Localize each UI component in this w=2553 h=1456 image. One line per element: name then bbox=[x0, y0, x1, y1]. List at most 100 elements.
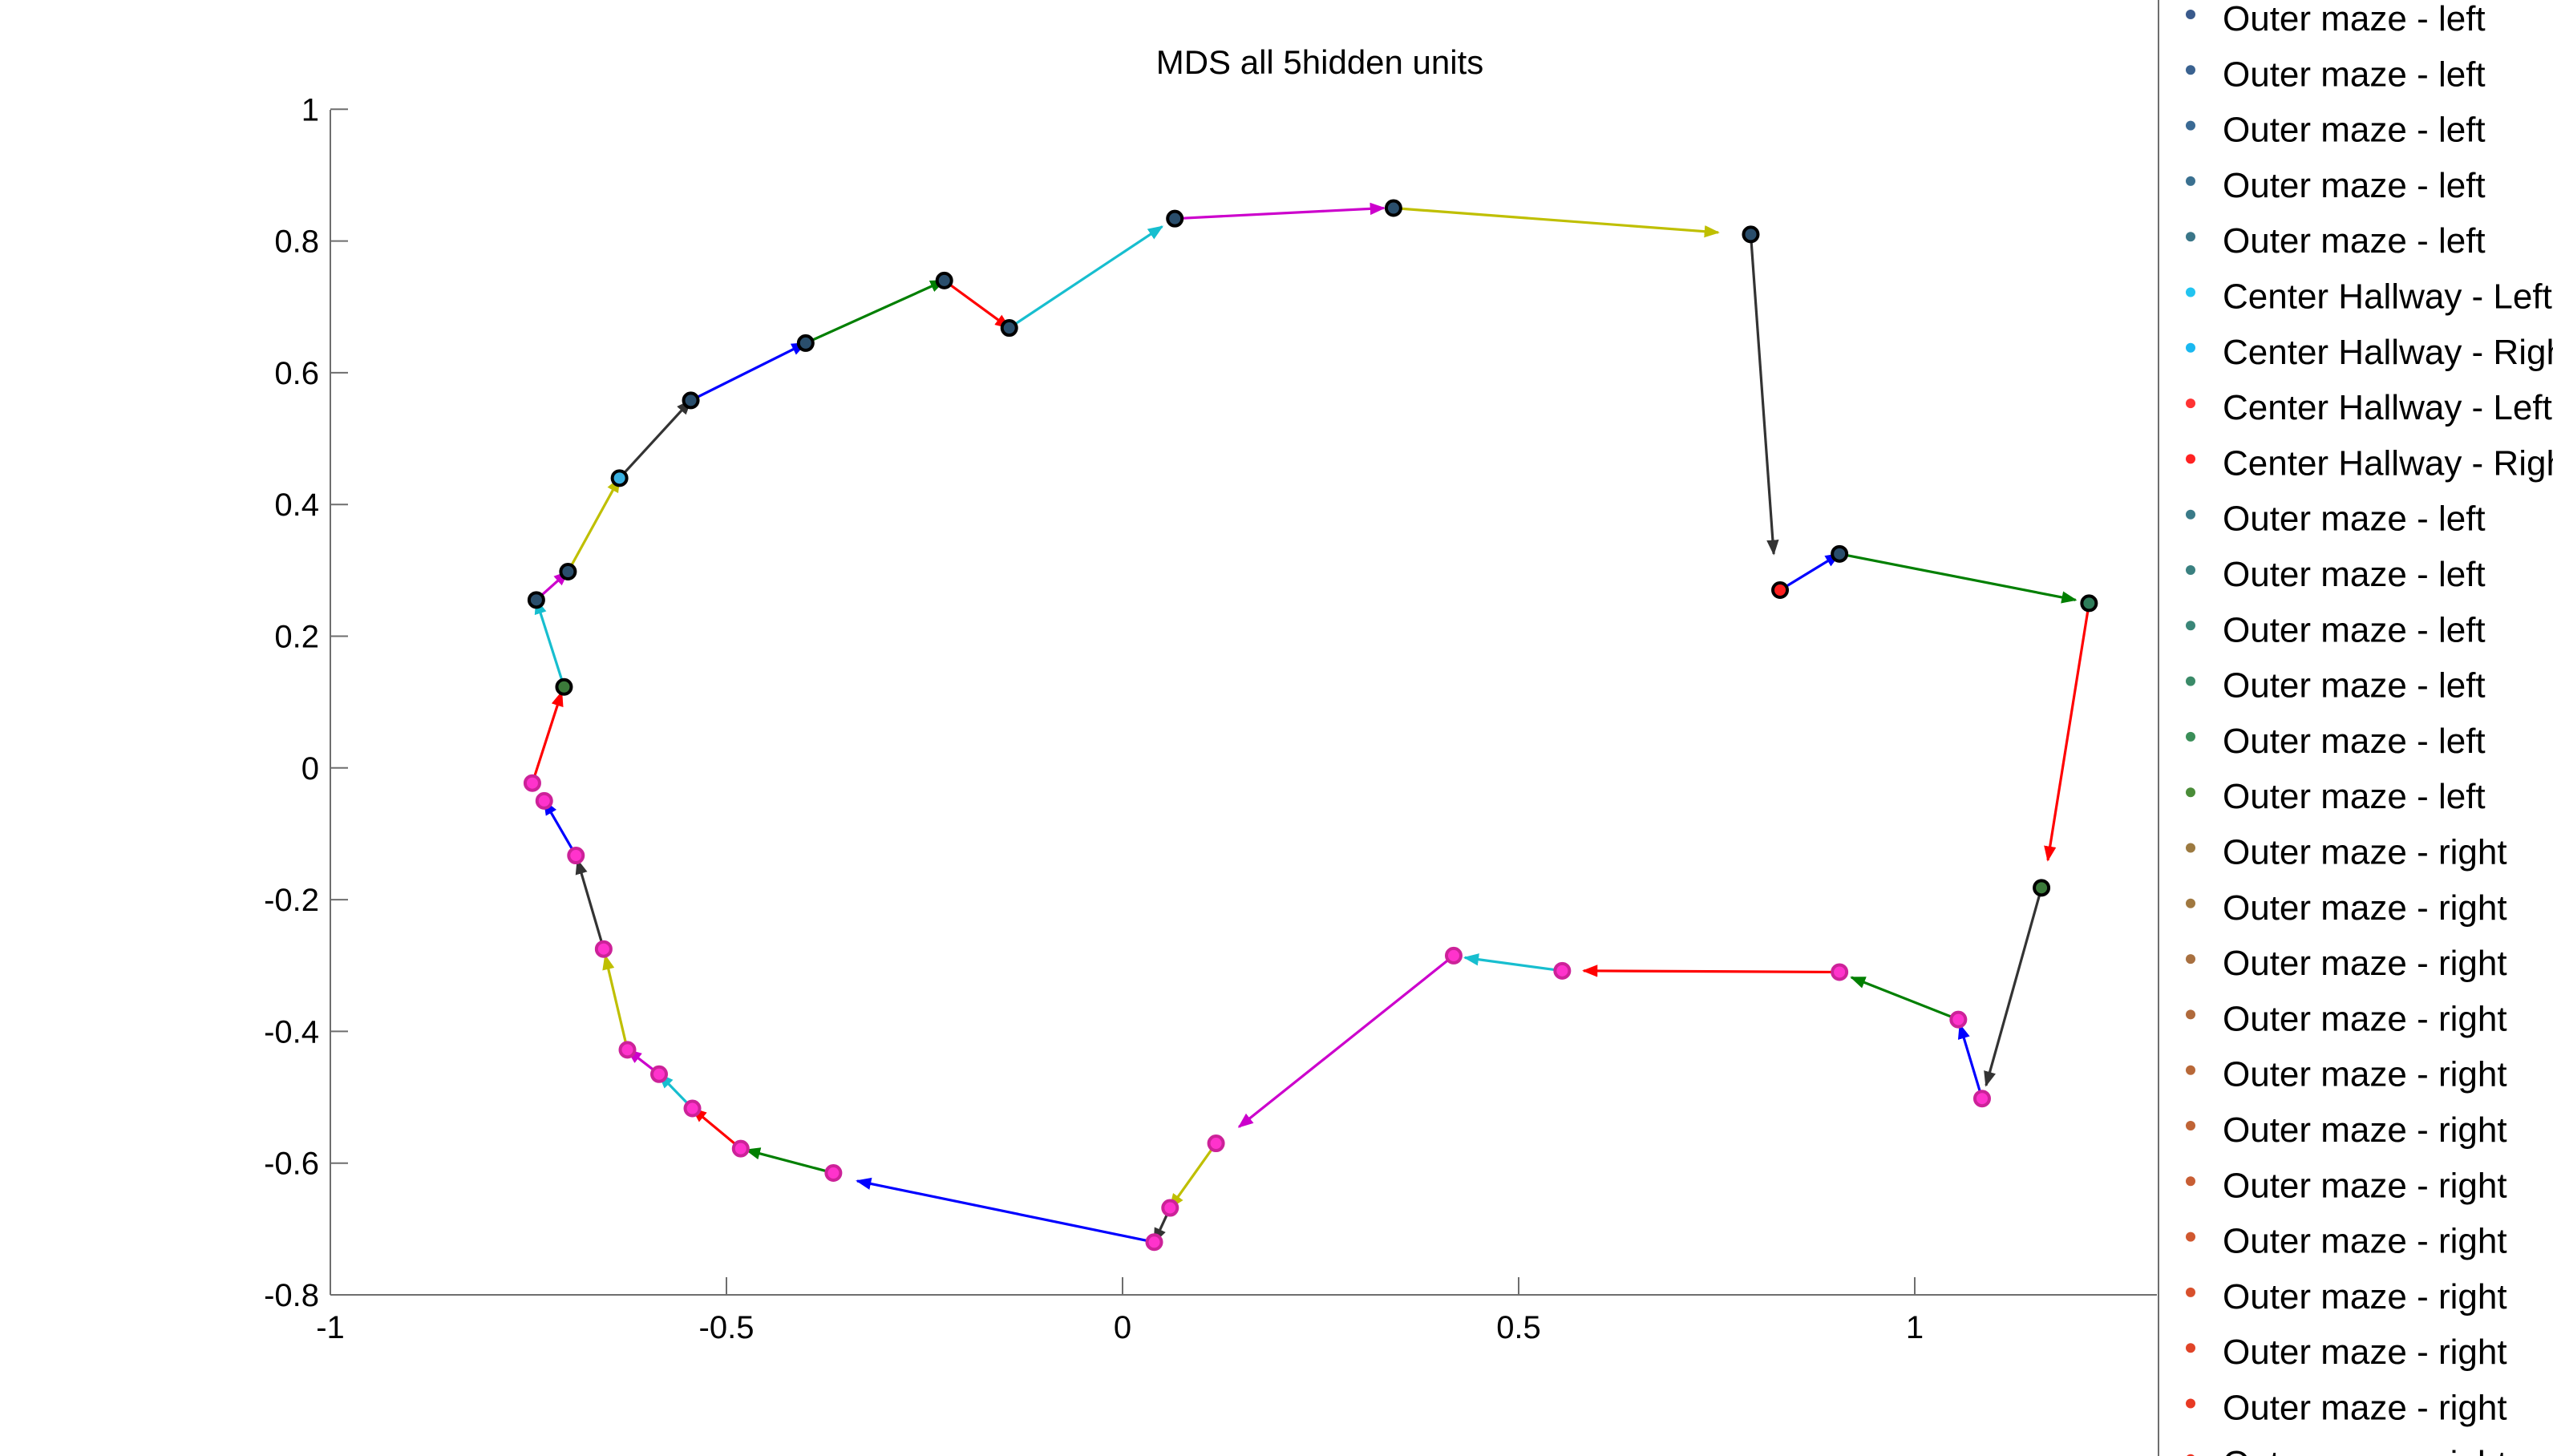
legend-marker bbox=[2186, 176, 2195, 186]
legend-entry-label: Center Hallway - Left bbox=[2223, 277, 2552, 317]
data-point bbox=[796, 334, 815, 352]
legend-entry-label: Outer maze - left bbox=[2223, 777, 2486, 816]
legend-entry-label: Outer maze - left bbox=[2223, 722, 2486, 761]
data-point bbox=[567, 847, 585, 865]
trajectory-arrow bbox=[1984, 887, 2043, 1087]
trajectory-arrow bbox=[1957, 1023, 1984, 1099]
trajectory-arrow bbox=[1749, 234, 1779, 556]
x-tick-label: -1 bbox=[316, 1310, 345, 1345]
legend-marker bbox=[2186, 120, 2195, 131]
trajectory-arrow bbox=[543, 799, 577, 856]
legend-entry-label: Center Hallway - Right bbox=[2223, 333, 2553, 372]
legend-marker bbox=[2186, 731, 2195, 742]
trajectory-arrow bbox=[856, 1177, 1155, 1244]
trajectory-arrow bbox=[575, 858, 605, 950]
y-tick-label: -0.8 bbox=[264, 1278, 319, 1313]
data-point bbox=[1831, 544, 1849, 563]
legend-entry-label: Outer maze - left bbox=[2223, 666, 2486, 706]
data-point bbox=[1949, 1010, 1968, 1029]
trajectory-arrow bbox=[566, 476, 621, 572]
legend-marker bbox=[2186, 454, 2195, 464]
legend-marker bbox=[2186, 1398, 2195, 1409]
y-tick-label: 0.6 bbox=[274, 356, 319, 391]
trajectory-arrow bbox=[534, 598, 565, 688]
data-point bbox=[824, 1164, 843, 1183]
trajectory-arrow bbox=[1779, 552, 1841, 592]
legend-entry-label: Outer maze - right bbox=[2223, 1444, 2507, 1456]
legend-marker bbox=[2186, 898, 2195, 908]
legend-marker bbox=[2186, 954, 2195, 965]
data-point bbox=[527, 591, 545, 609]
data-point bbox=[1161, 1199, 1179, 1217]
trajectory-arrow bbox=[690, 342, 807, 402]
data-point bbox=[1145, 1233, 1163, 1252]
data-point bbox=[1831, 963, 1849, 981]
data-point bbox=[1771, 580, 1790, 599]
data-point bbox=[2080, 594, 2098, 613]
trajectory-arrow bbox=[2044, 603, 2090, 862]
data-point bbox=[1000, 319, 1018, 338]
legend-entry-label: Outer maze - right bbox=[2223, 999, 2507, 1038]
legend-entry-label: Outer maze - right bbox=[2223, 1166, 2507, 1205]
legend-marker bbox=[2186, 1287, 2195, 1297]
x-tick-label: 1 bbox=[1906, 1310, 1924, 1345]
legend-marker bbox=[2186, 232, 2195, 242]
chart-title: MDS all 5hidden units bbox=[1156, 43, 1484, 81]
legend-entry-label: Outer maze - right bbox=[2223, 1055, 2507, 1094]
data-point bbox=[731, 1139, 750, 1158]
legend-marker bbox=[2186, 1343, 2195, 1353]
legend-entry-label: Outer maze - right bbox=[2223, 1110, 2507, 1150]
trajectory-arrow bbox=[1168, 1143, 1217, 1210]
legend-marker bbox=[2186, 787, 2195, 798]
legend-entry-label: Outer maze - right bbox=[2223, 1389, 2507, 1428]
trajectory-arrow bbox=[531, 690, 564, 784]
legend-entry-label: Outer maze - right bbox=[2223, 944, 2507, 983]
data-point bbox=[523, 774, 541, 792]
legend-box bbox=[2158, 0, 2553, 1456]
y-tick-label: 0 bbox=[301, 751, 319, 787]
trajectory-arrow bbox=[1175, 202, 1386, 220]
x-tick-label: 0.5 bbox=[1496, 1310, 1541, 1345]
data-point bbox=[535, 791, 553, 810]
legend: Outer maze - left Outer maze - left Outer … bbox=[2158, 0, 2553, 1456]
data-points bbox=[523, 199, 2098, 1252]
legend-entry-label: Center Hallway - Right bbox=[2223, 443, 2553, 483]
trajectory-arrow bbox=[805, 279, 946, 345]
data-point bbox=[2033, 879, 2051, 897]
data-point bbox=[1742, 225, 1760, 244]
data-point bbox=[559, 562, 577, 580]
legend-entry-label: Outer maze - left bbox=[2223, 499, 2486, 539]
legend-marker bbox=[2186, 65, 2195, 75]
legend-marker bbox=[2186, 342, 2195, 353]
legend-marker bbox=[2186, 287, 2195, 297]
legend-marker bbox=[2186, 565, 2195, 575]
y-tick-label: -0.2 bbox=[264, 883, 319, 918]
data-point bbox=[935, 271, 953, 289]
legend-marker bbox=[2186, 843, 2195, 853]
trajectory-arrows bbox=[531, 202, 2090, 1244]
legend-entry-label: Outer maze - right bbox=[2223, 833, 2507, 872]
trajectory-arrow bbox=[1393, 206, 1720, 238]
legend-entry-label: Center Hallway - Left bbox=[2223, 388, 2552, 427]
trajectory-arrow bbox=[1850, 976, 1959, 1021]
data-point bbox=[1207, 1134, 1225, 1153]
data-point bbox=[1166, 209, 1184, 228]
legend-entry-label: Outer maze - left bbox=[2223, 111, 2486, 150]
trajectory-arrow bbox=[744, 1147, 834, 1175]
x-tick-label: 0 bbox=[1114, 1310, 1131, 1345]
legend-entry-label: Outer maze - left bbox=[2223, 0, 2486, 38]
legend-marker bbox=[2186, 1232, 2195, 1242]
legend-marker bbox=[2186, 1121, 2195, 1130]
legend-marker bbox=[2186, 398, 2195, 409]
y-tick-label: 0.8 bbox=[274, 224, 319, 260]
data-point bbox=[1444, 946, 1463, 965]
legend-marker bbox=[2186, 1176, 2195, 1187]
y-tick-label: -0.6 bbox=[264, 1147, 319, 1182]
y-tick-label: 1 bbox=[301, 92, 319, 127]
y-tick-label: 0.4 bbox=[274, 487, 319, 523]
y-tick-label: 0.2 bbox=[274, 620, 319, 655]
trajectory-arrow bbox=[1582, 965, 1840, 977]
trajectory-arrow bbox=[1237, 954, 1455, 1128]
trajectory-arrow bbox=[691, 1107, 742, 1150]
